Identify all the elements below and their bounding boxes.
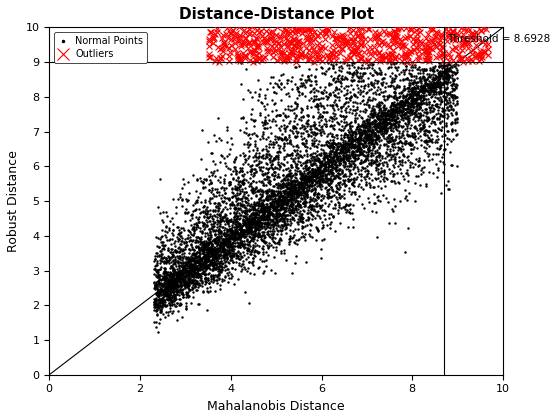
Normal Points bbox=[440, 60, 446, 65]
Normal Points bbox=[269, 144, 276, 149]
Outliers bbox=[274, 25, 281, 30]
Normal Points bbox=[155, 329, 161, 334]
Outliers bbox=[311, 51, 318, 56]
Normal Points bbox=[420, 73, 427, 78]
Normal Points bbox=[196, 238, 203, 243]
Y-axis label: Robust Distance: Robust Distance bbox=[7, 150, 20, 252]
Outliers bbox=[380, 58, 386, 63]
Outliers bbox=[276, 50, 283, 55]
Line: Outliers: Outliers bbox=[206, 24, 491, 65]
Normal Points bbox=[329, 172, 335, 177]
Normal Points bbox=[346, 152, 352, 158]
Normal Points bbox=[379, 161, 385, 166]
Outliers bbox=[283, 28, 290, 33]
Outliers bbox=[465, 29, 472, 34]
Normal Points bbox=[357, 79, 364, 84]
Title: Distance-Distance Plot: Distance-Distance Plot bbox=[179, 7, 374, 22]
Normal Points bbox=[231, 234, 237, 239]
Legend: Normal Points, Outliers: Normal Points, Outliers bbox=[54, 32, 147, 63]
Outliers bbox=[326, 57, 333, 62]
Text: Threshold = 8.6928: Threshold = 8.6928 bbox=[447, 34, 550, 45]
X-axis label: Mahalanobis Distance: Mahalanobis Distance bbox=[207, 400, 345, 413]
Outliers bbox=[212, 58, 218, 63]
Outliers bbox=[293, 60, 300, 65]
Outliers bbox=[341, 41, 348, 46]
Line: Normal Points: Normal Points bbox=[153, 61, 459, 333]
